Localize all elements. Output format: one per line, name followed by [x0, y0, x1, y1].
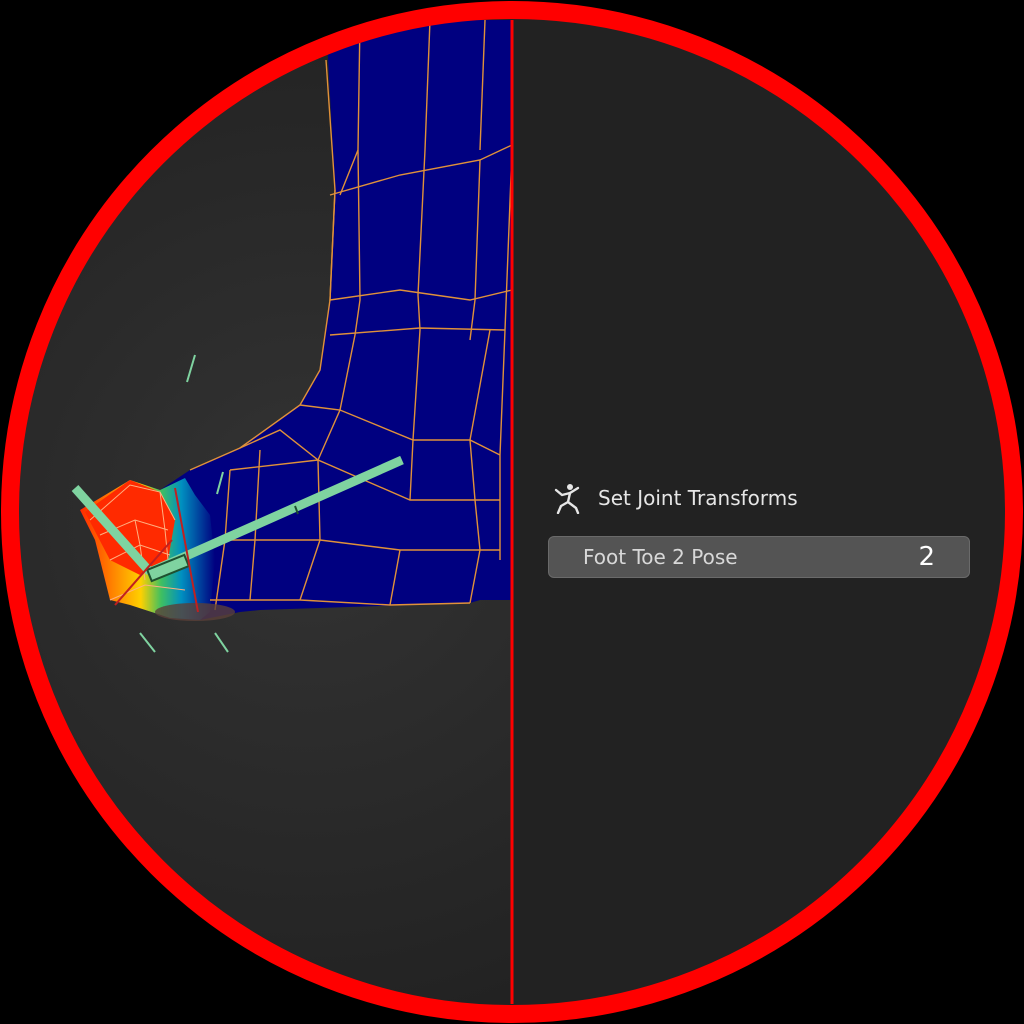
operator-panel-header[interactable]: Set Joint Transforms — [550, 478, 798, 518]
field-label: Foot Toe 2 Pose — [583, 545, 738, 569]
operator-title: Set Joint Transforms — [598, 486, 798, 510]
foot-mesh[interactable] — [80, 19, 513, 621]
foot-bones[interactable] — [71, 354, 404, 653]
field-value[interactable]: 2 — [918, 542, 935, 572]
pose-figure-icon — [550, 480, 586, 516]
foot-toe-2-pose-field[interactable]: Foot Toe 2 Pose 2 — [548, 536, 970, 578]
